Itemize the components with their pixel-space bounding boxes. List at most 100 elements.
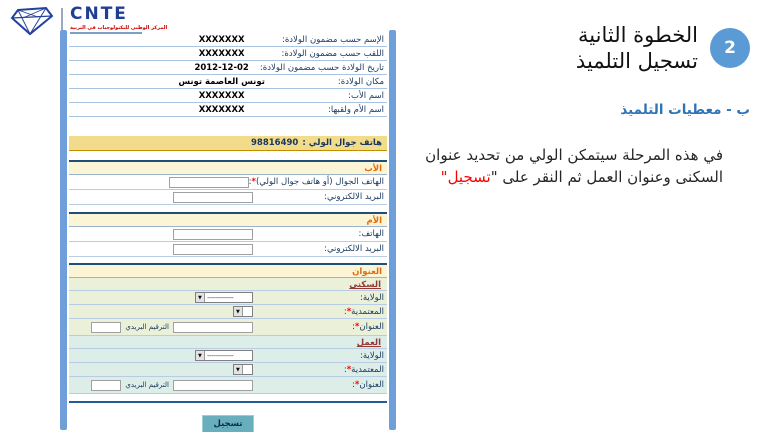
info-row-label: اسم الأب:: [348, 90, 384, 101]
dropdown-arrow-icon: ▼: [233, 365, 243, 374]
logo-brand: CNTE: [70, 4, 128, 24]
info-row-label: تاريخ الولادة حسب مضمون الولادة:: [259, 62, 384, 73]
mother-phone-input[interactable]: [172, 228, 253, 240]
submit-row: تسجيل: [69, 411, 387, 432]
work-state-row: الولاية: ▼ -------------: [69, 349, 387, 363]
info-row-label: اللقب حسب مضمون الولادة:: [281, 48, 384, 59]
postal-code-label: الترقيم البريدي: [125, 323, 169, 331]
mother-email-label: البريد الالكتروني:: [324, 244, 384, 254]
submit-button[interactable]: تسجيل: [202, 415, 254, 432]
subsection-work: العمل الولاية: ▼ ------------- المعتمدية*: ▼ ا…: [69, 336, 387, 394]
subsection-residence: السكنى الولاية: ▼ ------------- المعتمدية*: ▼…: [69, 278, 387, 336]
section-title-mother: الأم: [69, 212, 387, 227]
info-rows: الإسم حسب مضمون الولادة: XXXXXXX اللقب حسب…: [69, 33, 387, 117]
required-asterisk: *: [354, 322, 360, 332]
step-header: 2 الخطوة الثانية تسجيل التلميذ: [418, 22, 750, 75]
logo-separator: [61, 8, 63, 38]
instruction-highlight: تسجيل: [447, 168, 491, 186]
info-row: اسم الأب: XXXXXXX: [69, 89, 387, 103]
form-right-border: [389, 30, 396, 430]
section-subtitle: ب - معطيات التلميذ: [620, 101, 750, 118]
father-phone-row: الهاتف الجوال (أو هاتف جوال الولي)*:: [69, 175, 387, 190]
info-row-value: XXXXXXX: [198, 34, 245, 45]
info-row: الإسم حسب مضمون الولادة: XXXXXXX: [69, 33, 387, 47]
dropdown-arrow-icon: ▼: [195, 293, 205, 302]
work-delegation-select[interactable]: ▼: [232, 364, 253, 375]
work-delegation-label: المعتمدية*:: [343, 364, 384, 375]
info-row: اسم الأم ولقبها: XXXXXXX: [69, 103, 387, 117]
subsection-title-work: العمل: [69, 336, 387, 349]
residence-delegation-row: المعتمدية*: ▼: [69, 305, 387, 319]
address-section: العنوان السكنى الولاية: ▼ ------------- المعت…: [69, 263, 387, 394]
info-row-value: XXXXXXX: [198, 90, 245, 101]
residence-postal-code-input[interactable]: [91, 321, 122, 333]
residence-delegation-select[interactable]: ▼: [232, 306, 253, 317]
cnte-diamond-icon: [10, 6, 54, 36]
form-content: الإسم حسب مضمون الولادة: XXXXXXX اللقب حسب…: [69, 30, 387, 432]
info-row-value: XXXXXXX: [198, 48, 245, 59]
residence-address-row: العنوان*: الترقيم البريدي: [69, 319, 387, 336]
logo-text-block: CNTE المركز الوطني للتكنولوجيات في الترب…: [70, 6, 167, 34]
instruction-text: في هذه المرحلة سيتمكن الولي من تحديد عنو…: [418, 144, 723, 189]
father-phone-input[interactable]: [168, 176, 249, 188]
instruction-panel: 2 الخطوة الثانية تسجيل التلميذ ب - معطيا…: [418, 22, 750, 189]
residence-state-row: الولاية: ▼ -------------: [69, 291, 387, 305]
step-title: الخطوة الثانية تسجيل التلميذ: [576, 22, 698, 75]
residence-state-label: الولاية:: [360, 292, 384, 303]
residence-state-select[interactable]: ▼ -------------: [194, 292, 253, 303]
guardian-phone-number: 98816490: [251, 138, 299, 148]
work-address-input[interactable]: [172, 379, 253, 391]
parent-sections: الأب الهاتف الجوال (أو هاتف جوال الولي)*:…: [69, 160, 387, 263]
father-email-row: البريد الالكتروني:: [69, 190, 387, 205]
info-row-value: تونس العاصمة تونس: [178, 76, 265, 87]
info-value-wrap: XXXXXXX: [171, 35, 273, 45]
bottom-divider: [69, 401, 387, 403]
step-number-badge: 2: [710, 28, 750, 69]
dropdown-arrow-icon: ▼: [233, 307, 243, 316]
postal-code-label: الترقيم البريدي: [125, 381, 169, 389]
residence-delegation-label: المعتمدية*:: [343, 306, 384, 317]
section-title-father: الأب: [69, 160, 387, 175]
required-asterisk: *: [251, 177, 256, 187]
info-row: اللقب حسب مضمون الولادة: XXXXXXX: [69, 47, 387, 61]
logo-french-line: [70, 32, 142, 34]
info-row: مكان الولادة: تونس العاصمة تونس: [69, 75, 387, 89]
info-value-wrap: XXXXXXX: [171, 91, 273, 101]
work-state-label: الولاية:: [360, 350, 384, 361]
info-row-label: اسم الأم ولقبها:: [328, 104, 384, 115]
father-email-input[interactable]: [172, 191, 253, 203]
instruction-text-after: ": [440, 168, 448, 186]
required-asterisk: *: [346, 306, 352, 317]
cnte-logo: CNTE المركز الوطني للتكنولوجيات في الترب…: [10, 6, 167, 38]
guardian-phone-banner: هاتف جوال الولي : 98816490: [69, 136, 387, 151]
work-delegation-row: المعتمدية*: ▼: [69, 363, 387, 377]
work-address-row: العنوان*: الترقيم البريدي: [69, 377, 387, 394]
mother-email-input[interactable]: [172, 243, 253, 255]
select-placeholder: -------------: [206, 351, 234, 360]
father-phone-label: الهاتف الجوال (أو هاتف جوال الولي)*:: [248, 177, 384, 187]
registration-form: الإسم حسب مضمون الولادة: XXXXXXX اللقب حسب…: [60, 30, 396, 432]
info-row-value: 2012-12-02: [194, 62, 249, 73]
guardian-phone-label: هاتف جوال الولي :: [302, 138, 382, 148]
form-left-border: [60, 30, 67, 430]
residence-address-input[interactable]: [172, 321, 253, 333]
info-value-wrap: 2012-12-02: [171, 63, 273, 73]
mother-email-row: البريد الالكتروني:: [69, 242, 387, 257]
section-father: الأب الهاتف الجوال (أو هاتف جوال الولي)*:…: [69, 160, 387, 205]
work-postal-code-input[interactable]: [91, 379, 122, 391]
step-title-line1: الخطوة الثانية: [578, 23, 698, 47]
required-asterisk: *: [346, 364, 352, 375]
step-title-line2: تسجيل التلميذ: [575, 49, 698, 74]
work-state-select[interactable]: ▼ -------------: [194, 350, 253, 361]
select-placeholder: -------------: [206, 293, 234, 302]
logo-arabic-subtitle: المركز الوطني للتكنولوجيات في التربية: [70, 25, 168, 31]
required-asterisk: *: [354, 380, 360, 390]
section-mother: الأم الهاتف: البريد الالكتروني:: [69, 212, 387, 257]
info-value-wrap: XXXXXXX: [171, 49, 273, 59]
info-row-value: XXXXXXX: [198, 104, 245, 115]
mother-phone-row: الهاتف:: [69, 227, 387, 242]
info-value-wrap: XXXXXXX: [171, 105, 273, 115]
info-value-wrap: تونس العاصمة تونس: [171, 77, 273, 87]
info-row-label: مكان الولادة:: [337, 76, 384, 87]
subsection-title-residence: السكنى: [69, 278, 387, 291]
